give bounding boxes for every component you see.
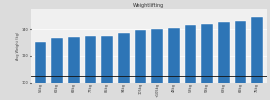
Bar	[168, 28, 180, 100]
Bar	[101, 36, 113, 100]
Bar	[51, 38, 63, 100]
Bar	[118, 33, 130, 100]
Bar	[85, 36, 96, 100]
Bar	[68, 37, 80, 100]
Bar	[218, 22, 230, 100]
Y-axis label: Avg Weight (kg): Avg Weight (kg)	[16, 32, 20, 60]
Bar	[235, 21, 247, 100]
Bar	[251, 17, 263, 100]
Bar	[135, 30, 146, 100]
Bar	[185, 25, 196, 100]
Bar	[35, 42, 46, 100]
Bar	[201, 24, 213, 100]
Title: Weightlifting: Weightlifting	[133, 3, 164, 8]
Bar	[151, 29, 163, 100]
